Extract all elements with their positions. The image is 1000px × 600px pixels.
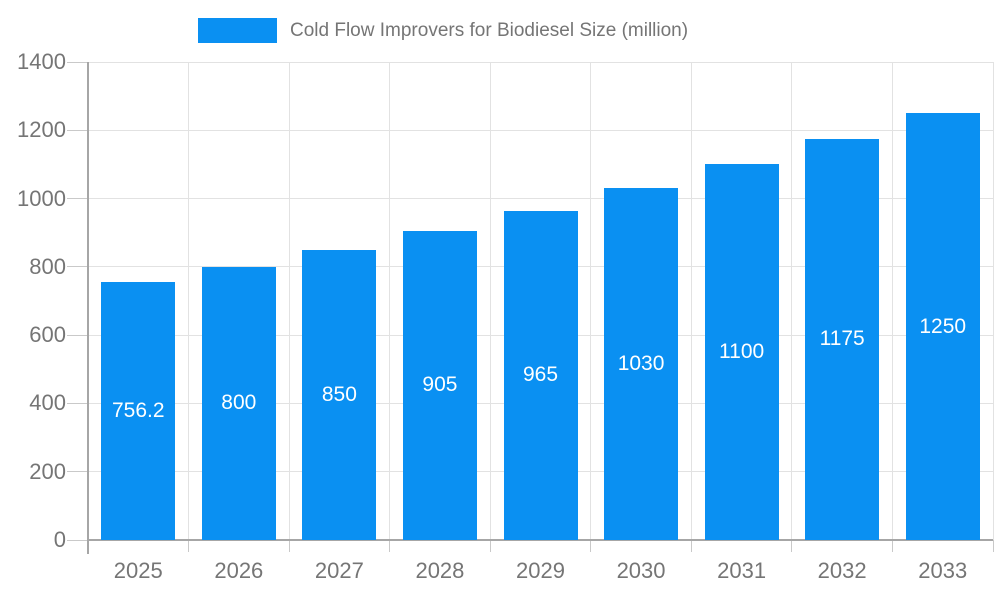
x-tick-label-2027: 2027 [314,558,364,583]
h-gridline [88,129,993,131]
y-tick-label-200: 200 [29,458,66,484]
y-axis-tick [67,402,88,404]
v-gridline [590,62,592,540]
x-axis-tick [891,540,893,552]
y-axis-tick [67,266,88,268]
y-axis-tick [67,334,88,336]
x-axis-tick [489,540,491,552]
x-axis-tick [791,540,793,552]
x-tick-label-2029: 2029 [516,558,565,583]
bar-2025[interactable]: 756.2 [101,281,176,540]
bar-2028[interactable]: 905 [402,231,477,540]
x-axis-tick [389,540,391,552]
bar-value-label: 1100 [719,340,765,364]
legend-swatch [198,18,277,43]
v-gridline [389,62,391,540]
bar-value-label: 1030 [617,352,665,376]
v-gridline [288,62,290,540]
bar-value-label: 1250 [919,314,967,338]
v-gridline [891,62,893,540]
bar-2027[interactable]: 850 [302,249,377,540]
bar-value-label: 1175 [819,327,865,351]
x-axis-tick [590,540,592,552]
y-axis-tick [67,61,88,63]
h-gridline [88,61,993,63]
x-axis-tick [188,540,190,552]
bar-value-label: 756.2 [111,398,165,422]
x-tick-label-2030: 2030 [616,558,666,583]
bar-2029[interactable]: 965 [503,210,578,540]
x-tick-label-2025: 2025 [113,558,163,583]
bar-2026[interactable]: 800 [201,266,276,540]
y-tick-label-400: 400 [29,390,66,416]
x-axis-line [88,539,993,541]
bar-value-label: 905 [422,373,458,397]
x-axis-tick [288,540,290,552]
bar-2033[interactable]: 1250 [905,113,980,540]
y-tick-label-800: 800 [29,253,66,279]
v-gridline [690,62,692,540]
x-axis-tick [690,540,692,552]
bar-2031[interactable]: 1100 [704,164,779,540]
x-tick-label-2032: 2032 [817,558,867,583]
v-gridline [791,62,793,540]
bar-2030[interactable]: 1030 [604,188,679,540]
h-gridline [88,198,993,200]
x-tick-label-2028: 2028 [415,558,465,583]
y-tick-label-1400: 1400 [17,49,66,74]
x-axis-tick [992,540,994,552]
y-axis-line [87,62,89,554]
x-tick-label-2033: 2033 [918,558,968,583]
y-axis-tick [67,198,88,200]
legend-label: Cold Flow Improvers for Biodiesel Size (… [290,19,689,41]
bar-value-label: 965 [522,363,559,387]
y-axis-tick [67,539,88,541]
y-tick-label-600: 600 [29,322,66,348]
x-tick-label-2031: 2031 [717,558,767,583]
v-gridline [992,62,994,540]
x-tick-label-2026: 2026 [214,558,264,583]
y-axis-tick [67,129,88,131]
y-tick-label-1200: 1200 [17,117,66,143]
chart-legend[interactable]: Cold Flow Improvers for Biodiesel Size (… [198,18,688,43]
bar-value-label: 850 [321,382,357,406]
v-gridline [489,62,491,540]
v-gridline [188,62,190,540]
y-tick-label-1000: 1000 [17,185,66,211]
bar-2032[interactable]: 1175 [805,138,880,540]
y-tick-label-0: 0 [53,527,66,552]
y-axis-tick [67,471,88,473]
bar-value-label: 800 [221,391,257,415]
